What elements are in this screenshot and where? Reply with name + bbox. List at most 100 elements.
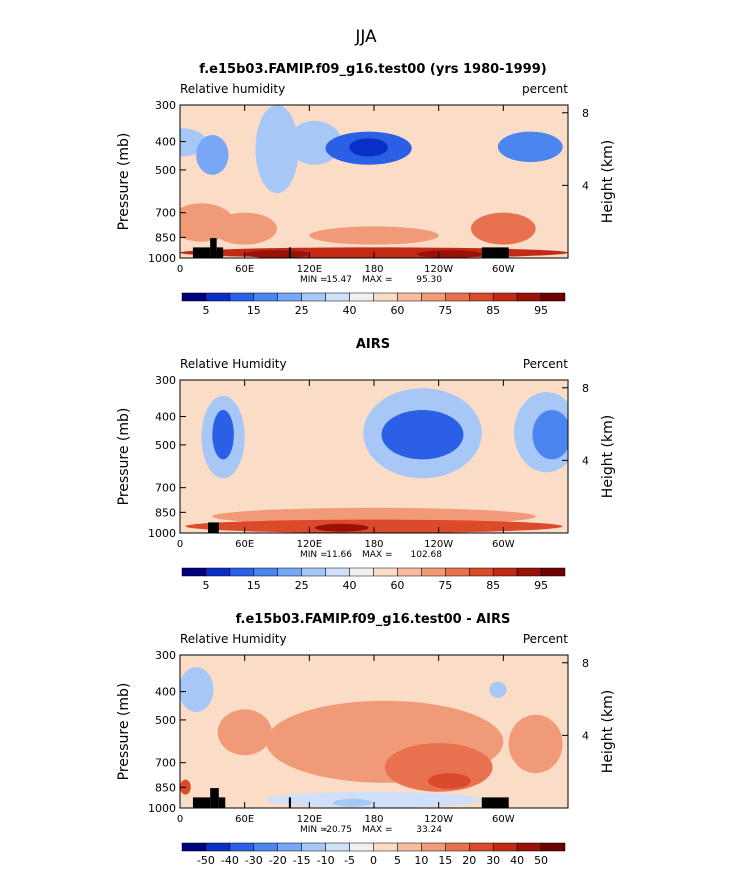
contour-region xyxy=(489,681,507,698)
left-label: Relative humidity xyxy=(180,82,285,96)
colorbar-box xyxy=(516,292,542,302)
x-tick-label: 120E xyxy=(297,264,322,275)
colorbar-box xyxy=(445,842,470,852)
right-label: Percent xyxy=(523,632,568,646)
colorbar-label: 30 xyxy=(486,854,500,867)
height-tick-label: 4 xyxy=(582,179,589,192)
topography-block xyxy=(481,247,509,258)
colorbar-label: 95 xyxy=(534,304,548,317)
x-tick-label: 0 xyxy=(177,539,183,550)
y-tick-label: 300 xyxy=(155,99,176,112)
chart-panel-1: f.e15b03.FAMIP.f09_g16.test00 (yrs 1980-… xyxy=(116,62,616,317)
chart-title: f.e15b03.FAMIP.f09_g16.test00 - AIRS xyxy=(236,612,511,627)
contour-region xyxy=(309,226,439,245)
colorbar-box xyxy=(445,567,470,577)
y-tick-label: 1000 xyxy=(148,802,176,815)
x-tick-label: 0 xyxy=(177,814,183,825)
topography-block xyxy=(210,788,219,808)
max-label: MAX = xyxy=(362,275,393,285)
topography-block xyxy=(216,247,224,258)
colorbar-box xyxy=(540,842,566,852)
left-label: Relative Humidity xyxy=(180,357,287,371)
x-tick-label: 180 xyxy=(364,264,383,275)
x-tick-label: 60W xyxy=(492,814,515,825)
colorbar-label: 5 xyxy=(394,854,401,867)
y-tick-label: 500 xyxy=(155,439,176,452)
topography-block xyxy=(288,247,292,258)
colorbar-label: 10 xyxy=(414,854,428,867)
colorbar-box xyxy=(469,842,494,852)
y-tick-label: 700 xyxy=(155,482,176,495)
topography-block xyxy=(288,797,292,808)
colorbar-box xyxy=(397,567,422,577)
colorbar-box xyxy=(445,292,470,302)
contour-region xyxy=(244,250,310,258)
colorbar-box xyxy=(492,842,518,852)
y-tick-label: 300 xyxy=(155,374,176,387)
colorbar-box xyxy=(349,842,374,852)
contour-region xyxy=(427,773,472,789)
colorbar-label: -30 xyxy=(245,854,263,867)
min-max-readout: MIN =11.66 MAX = 102.68 xyxy=(300,550,442,560)
colorbar-label: -40 xyxy=(221,854,239,867)
colorbar-box xyxy=(301,842,326,852)
colorbar-label: 5 xyxy=(202,304,209,317)
x-tick-label: 120E xyxy=(297,814,322,825)
x-tick-label: 60E xyxy=(235,264,254,275)
contour-field xyxy=(185,388,568,533)
x-tick-label: 60E xyxy=(235,814,254,825)
contour-region xyxy=(497,131,563,163)
colorbar-label: 60 xyxy=(390,304,404,317)
contour-region xyxy=(266,791,482,808)
colorbar-box xyxy=(229,842,255,852)
colorbar-label: 85 xyxy=(486,579,500,592)
contour-region xyxy=(417,250,482,258)
x-tick-label: 60W xyxy=(492,539,515,550)
colorbar-box xyxy=(373,292,398,302)
colorbar-box xyxy=(229,292,255,302)
colorbar-box xyxy=(469,292,494,302)
x-tick-label: 120W xyxy=(424,539,453,550)
colorbar-label: -15 xyxy=(293,854,311,867)
min-max-readout: MIN =-20.75 MAX = 33.24 xyxy=(300,825,442,835)
colorbar-label: 75 xyxy=(438,304,452,317)
y-tick-label: 700 xyxy=(155,207,176,220)
panels: f.e15b03.FAMIP.f09_g16.test00 (yrs 1980-… xyxy=(116,62,616,867)
colorbar-label: 75 xyxy=(438,579,452,592)
colorbar-box xyxy=(325,842,350,852)
colorbar-box xyxy=(277,842,302,852)
colorbar-box xyxy=(540,292,566,302)
colorbar-box xyxy=(349,567,374,577)
y-tick-label: 400 xyxy=(155,686,176,699)
colorbar-box xyxy=(373,567,398,577)
colorbar-box xyxy=(301,292,326,302)
height-tick-label: 8 xyxy=(582,657,589,670)
max-value: 33.24 xyxy=(416,825,442,835)
colorbar-label: -20 xyxy=(269,854,287,867)
colorbar-label: -10 xyxy=(317,854,335,867)
colorbar-label: 15 xyxy=(247,579,261,592)
contour-region xyxy=(212,410,234,460)
colorbar-box xyxy=(277,567,302,577)
y-tick-label: 850 xyxy=(155,231,176,244)
colorbar-box xyxy=(181,292,207,302)
contour-region xyxy=(255,105,299,194)
y-axis-label-right: Height (km) xyxy=(600,140,616,223)
colorbar-box xyxy=(540,567,566,577)
y-tick-label: 1000 xyxy=(148,252,176,265)
contour-region xyxy=(180,667,214,713)
min-value: -20.75 xyxy=(323,825,352,835)
contour-region xyxy=(471,212,536,245)
colorbar-label: 5 xyxy=(202,579,209,592)
colorbar-label: 25 xyxy=(295,304,309,317)
colorbar-box xyxy=(277,292,302,302)
topography-block xyxy=(218,797,226,808)
contour-region xyxy=(333,798,372,807)
contour-field xyxy=(180,667,563,808)
colorbar-label: 40 xyxy=(343,304,357,317)
contour-region xyxy=(185,519,563,533)
contour-region xyxy=(196,135,229,175)
height-tick-label: 8 xyxy=(582,107,589,120)
season-title: JJA xyxy=(354,27,377,47)
min-max-readout: MIN =15.47 MAX = 95.30 xyxy=(300,275,442,285)
